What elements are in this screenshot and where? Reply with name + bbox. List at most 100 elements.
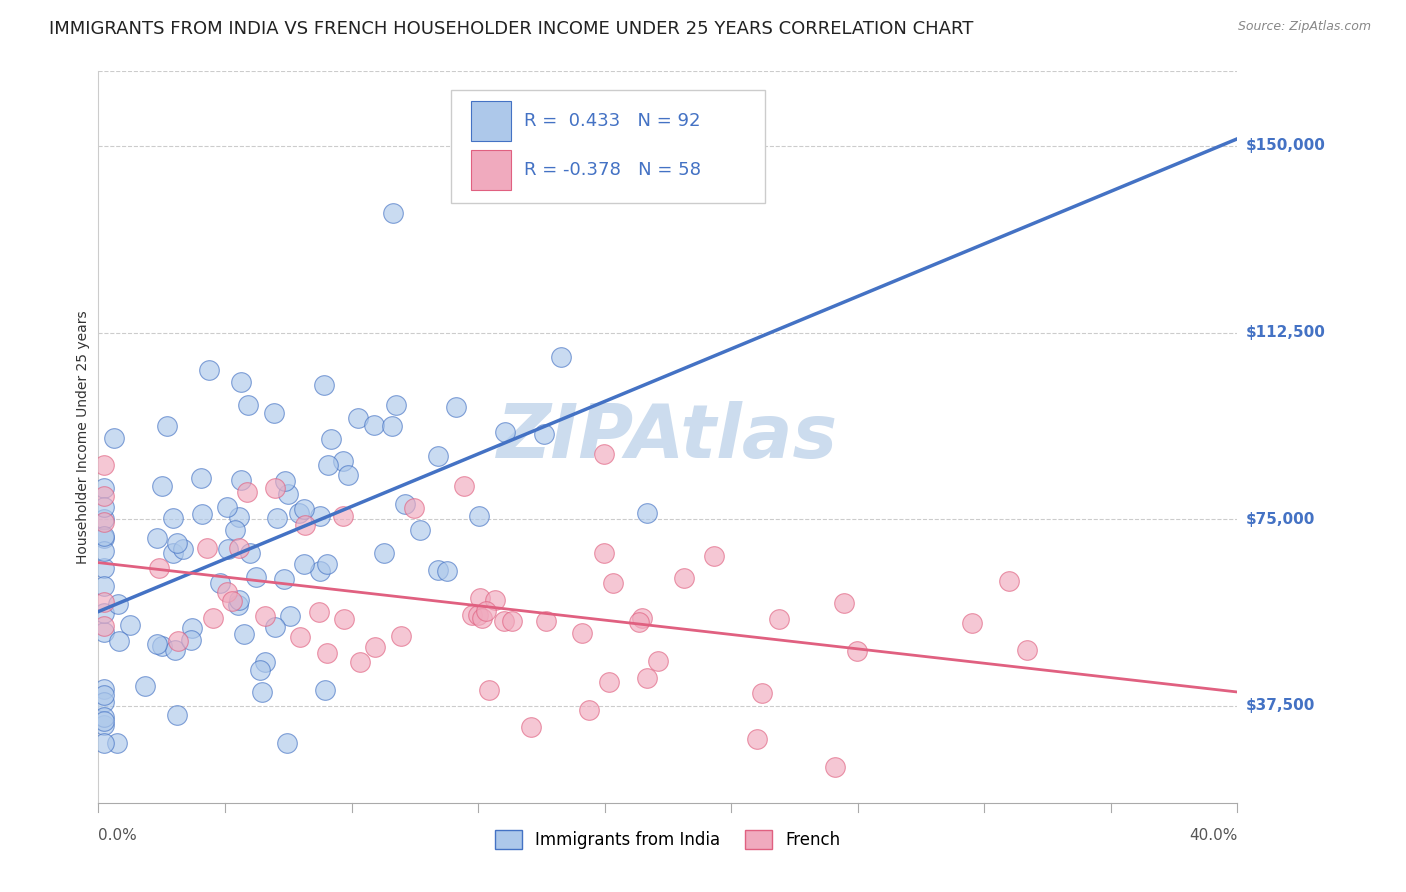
Point bbox=[278, 608, 301, 623]
Point bbox=[266, 510, 288, 524]
Point bbox=[751, 685, 773, 699]
Point bbox=[93, 529, 115, 543]
Point bbox=[162, 511, 184, 525]
Point bbox=[93, 515, 115, 529]
Text: $150,000: $150,000 bbox=[1246, 138, 1326, 153]
Point bbox=[250, 685, 273, 699]
Point bbox=[520, 720, 543, 734]
Point bbox=[389, 629, 412, 643]
Point bbox=[239, 546, 262, 560]
Point bbox=[276, 736, 298, 750]
Point bbox=[253, 655, 276, 669]
Text: R =  0.433   N = 92: R = 0.433 N = 92 bbox=[524, 112, 700, 130]
Point bbox=[198, 363, 221, 377]
Point bbox=[93, 695, 115, 709]
Point bbox=[93, 689, 115, 703]
Point bbox=[229, 375, 252, 389]
Point bbox=[288, 631, 311, 645]
Text: $37,500: $37,500 bbox=[1246, 698, 1315, 714]
Point bbox=[191, 507, 214, 521]
Point bbox=[93, 531, 115, 545]
Y-axis label: Householder Income Under 25 years: Householder Income Under 25 years bbox=[76, 310, 90, 564]
Point bbox=[593, 448, 616, 462]
Point bbox=[103, 431, 125, 445]
Bar bbox=[471, 150, 510, 190]
Point bbox=[292, 557, 315, 571]
Point bbox=[832, 596, 855, 610]
Point bbox=[180, 632, 202, 647]
Point bbox=[93, 489, 115, 503]
Legend: Immigrants from India, French: Immigrants from India, French bbox=[495, 830, 841, 849]
Point bbox=[287, 506, 309, 520]
Point bbox=[336, 468, 359, 483]
Point bbox=[166, 535, 188, 549]
Point bbox=[120, 617, 142, 632]
Point bbox=[845, 644, 868, 658]
Point bbox=[217, 500, 239, 514]
Point bbox=[228, 592, 250, 607]
Point bbox=[93, 682, 115, 697]
Point bbox=[475, 604, 498, 618]
Point bbox=[93, 710, 115, 724]
Point bbox=[93, 579, 115, 593]
Text: $75,000: $75,000 bbox=[1246, 512, 1315, 526]
Point bbox=[409, 523, 432, 537]
Point bbox=[592, 546, 614, 560]
Text: 40.0%: 40.0% bbox=[1189, 829, 1237, 844]
Point bbox=[453, 479, 475, 493]
Point bbox=[274, 474, 297, 488]
Point bbox=[308, 508, 330, 523]
Point bbox=[93, 718, 115, 732]
Text: 0.0%: 0.0% bbox=[98, 829, 138, 844]
Point bbox=[93, 595, 115, 609]
Point bbox=[146, 531, 169, 545]
Point bbox=[209, 576, 232, 591]
Point bbox=[332, 612, 354, 626]
Point bbox=[229, 473, 252, 487]
Point bbox=[236, 398, 259, 412]
Point bbox=[308, 564, 330, 578]
Point bbox=[960, 616, 983, 631]
Point bbox=[630, 610, 652, 624]
Point bbox=[636, 672, 658, 686]
Point bbox=[384, 398, 406, 412]
Point bbox=[363, 640, 385, 654]
Point bbox=[427, 563, 450, 577]
Point bbox=[628, 615, 651, 630]
Point bbox=[162, 546, 184, 560]
Point bbox=[190, 470, 212, 484]
Point bbox=[468, 591, 491, 605]
Point bbox=[402, 501, 425, 516]
Point bbox=[381, 419, 404, 434]
Point bbox=[363, 418, 385, 433]
Point bbox=[232, 627, 254, 641]
Point bbox=[172, 541, 194, 556]
Point bbox=[436, 564, 458, 578]
Text: $112,500: $112,500 bbox=[1246, 325, 1326, 340]
Point bbox=[249, 663, 271, 677]
Point bbox=[673, 571, 696, 585]
Point bbox=[308, 605, 330, 619]
Point bbox=[224, 523, 246, 537]
Point bbox=[598, 674, 620, 689]
Point bbox=[245, 570, 267, 584]
Point bbox=[273, 573, 295, 587]
Point bbox=[93, 500, 115, 514]
Point bbox=[93, 625, 115, 640]
Point bbox=[228, 541, 250, 556]
Point bbox=[181, 621, 204, 635]
Point bbox=[637, 506, 659, 520]
Point bbox=[312, 378, 335, 392]
Point bbox=[93, 544, 115, 558]
Point bbox=[478, 683, 501, 698]
Point bbox=[93, 561, 115, 575]
Point bbox=[263, 406, 285, 420]
Point bbox=[578, 703, 600, 717]
Point bbox=[467, 509, 489, 524]
Point bbox=[316, 458, 339, 472]
Point bbox=[768, 612, 790, 626]
Point bbox=[444, 400, 467, 414]
Text: ZIPAtlas: ZIPAtlas bbox=[498, 401, 838, 474]
Point bbox=[148, 560, 170, 574]
FancyBboxPatch shape bbox=[451, 90, 765, 203]
